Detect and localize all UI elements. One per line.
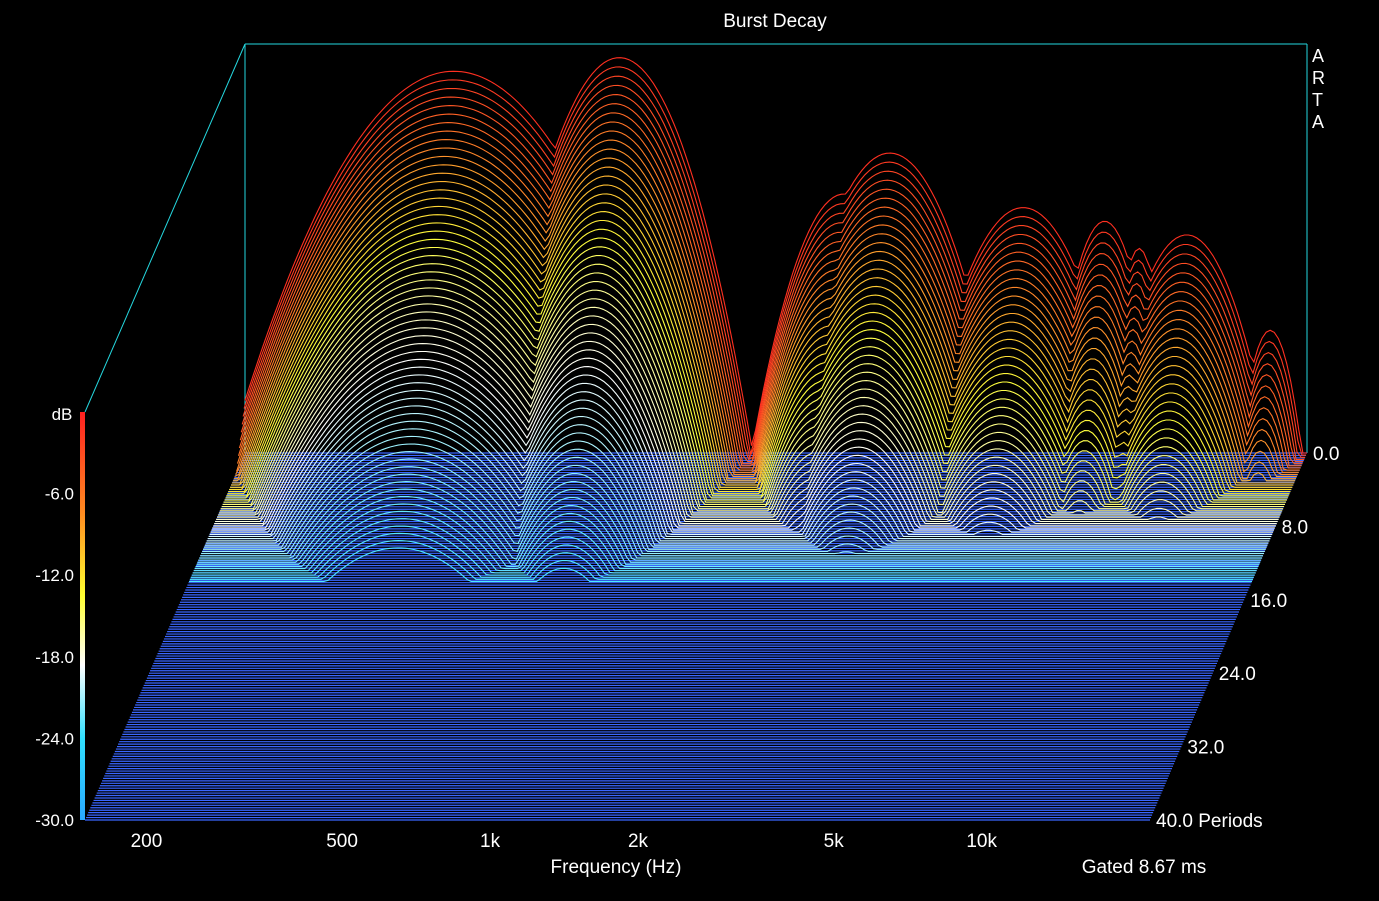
x-tick-label: 500: [326, 831, 358, 852]
x-tick-label: 200: [131, 831, 163, 852]
time-tick-label: 16.0: [1250, 591, 1287, 612]
waterfall-slice: [201, 451, 1264, 555]
time-tick-label: 24.0: [1219, 664, 1256, 685]
waterfall-slice: [222, 271, 1285, 505]
waterfall-slice: [223, 263, 1286, 503]
brand-letter: A: [1312, 46, 1324, 66]
waterfall-slice: [231, 193, 1294, 486]
x-tick-label: 1k: [480, 831, 501, 852]
waterfall-slice: [242, 75, 1306, 460]
waterfall-slice: [241, 84, 1305, 461]
waterfall-slice: [196, 488, 1260, 565]
z-tick-label: -30.0: [35, 811, 74, 830]
waterfall-slice: [239, 103, 1303, 465]
waterfall-slice: [194, 503, 1258, 570]
waterfall-slice: [210, 374, 1274, 533]
brand-letter: R: [1312, 68, 1325, 88]
gated-note: Gated 8.67 ms: [1082, 857, 1207, 878]
waterfall-slice: [217, 311, 1281, 516]
waterfall-slice: [197, 481, 1261, 563]
waterfall-slice: [204, 420, 1268, 546]
waterfall-slice: [226, 237, 1289, 497]
waterfall-slice: [205, 412, 1269, 544]
x-tick-label: 5k: [824, 831, 845, 852]
waterfall-slice: [213, 350, 1276, 527]
waterfall-slice: [202, 443, 1265, 553]
waterfall-slice: [240, 94, 1304, 463]
z-axis-label: dB: [52, 405, 73, 424]
waterfall-slice: [189, 540, 1253, 580]
waterfall-slice: [211, 366, 1274, 531]
waterfall-slice: [229, 211, 1292, 490]
brand-letter: T: [1312, 90, 1323, 110]
z-tick-label: -24.0: [35, 729, 74, 748]
x-tick-label: 10k: [966, 831, 997, 852]
waterfall-slice: [236, 130, 1300, 471]
waterfall-slice: [224, 254, 1287, 501]
x-axis-ticks: 200 500 1k 2k 5k 10k: [131, 831, 998, 852]
waterfall-slice: [233, 166, 1296, 480]
waterfall-slice: [228, 219, 1291, 493]
waterfall-slice: [203, 428, 1267, 548]
waterfall-slice: [212, 358, 1275, 529]
waterfall-slice: [215, 335, 1278, 523]
waterfall-slice: [193, 510, 1257, 572]
waterfall-slice: [225, 246, 1288, 499]
waterfall-slice: [206, 405, 1270, 542]
chart-title: Burst Decay: [723, 11, 827, 32]
z-tick-label: -18.0: [35, 648, 74, 667]
waterfall-slice: [237, 121, 1301, 469]
x-tick-label: 2k: [628, 831, 649, 852]
time-axis-ticks: 0.0 8.0 16.0 24.0 32.0 40.0 Periods: [1156, 444, 1339, 832]
waterfall-slice: [199, 466, 1263, 559]
waterfall-slice: [243, 66, 1307, 456]
z-axis-ticks: -6.0 -12.0 -18.0 -24.0 -30.0: [35, 485, 74, 830]
waterfall-slice: [203, 435, 1266, 550]
waterfall-slice: [244, 57, 1307, 454]
time-tick-label: 40.0 Periods: [1156, 811, 1263, 832]
waterfall-slice: [200, 458, 1263, 557]
z-tick-label: -12.0: [35, 566, 74, 585]
frame-left-diagonal: [84, 43, 246, 413]
waterfall-slice: [190, 532, 1254, 578]
waterfall-slice: [198, 473, 1262, 561]
waterfall-slice: [234, 157, 1297, 478]
waterfall-slice: [195, 495, 1259, 568]
waterfall-slice: [232, 175, 1296, 482]
waterfall-slice: [192, 518, 1256, 574]
waterfall-slice: [235, 148, 1298, 475]
waterfall-slice: [217, 319, 1280, 518]
waterfall-slice: [209, 382, 1273, 535]
waterfall-slice: [238, 112, 1302, 467]
waterfall-slices: [189, 57, 1307, 583]
waterfall-slice: [227, 228, 1290, 495]
plot-frame: [84, 43, 1308, 453]
waterfall-slice: [189, 547, 1252, 583]
waterfall-slice: [221, 279, 1285, 508]
waterfall-slice: [220, 287, 1284, 510]
brand-letter: A: [1312, 112, 1324, 132]
waterfall-slice: [219, 295, 1283, 512]
waterfall-slice: [214, 343, 1277, 525]
waterfall-slice: [191, 525, 1255, 576]
time-tick-label: 0.0: [1313, 444, 1339, 465]
waterfall-slice: [218, 303, 1282, 514]
time-tick-label: 8.0: [1282, 517, 1308, 538]
waterfall-slice: [207, 397, 1271, 540]
waterfall-slice: [216, 327, 1279, 520]
time-tick-label: 32.0: [1187, 738, 1224, 759]
waterfall-slice: [230, 202, 1293, 488]
z-tick-label: -6.0: [45, 485, 74, 504]
x-axis-label: Frequency (Hz): [551, 857, 682, 878]
db-colorbar: [80, 412, 85, 820]
waterfall-slice: [236, 139, 1299, 473]
waterfall-slice: [231, 184, 1295, 484]
waterfall-slice: [208, 389, 1272, 538]
